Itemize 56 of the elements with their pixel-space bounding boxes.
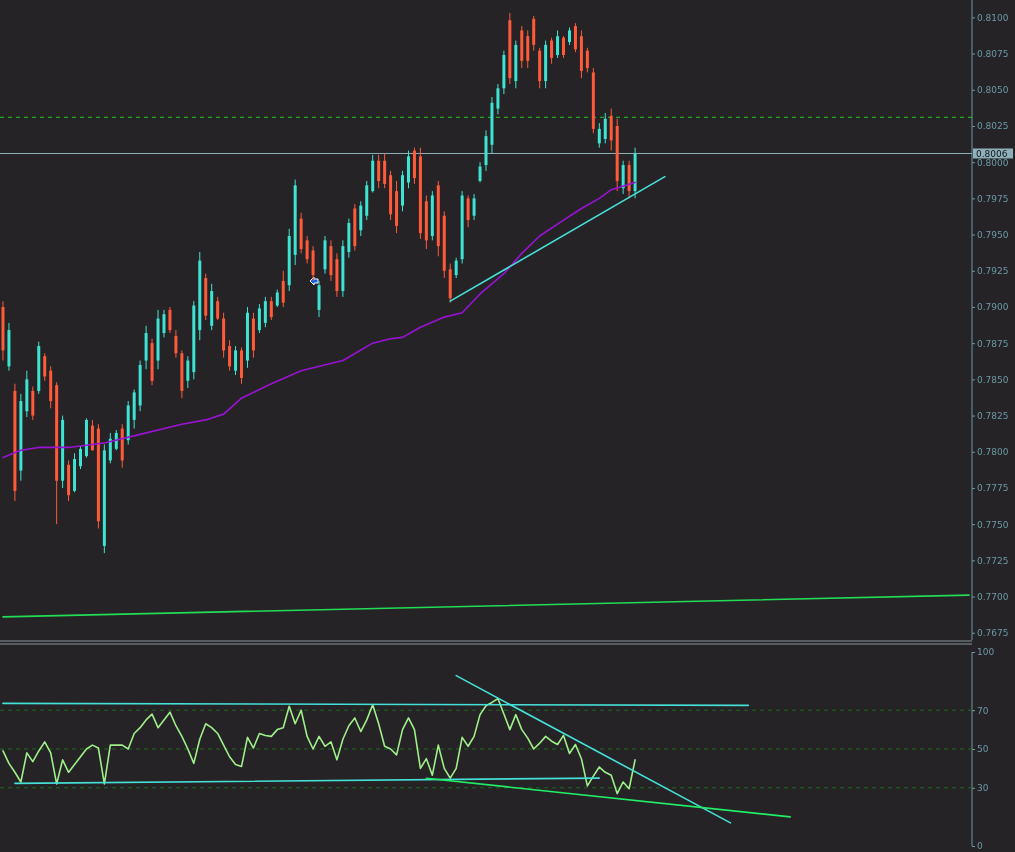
candlestick	[234, 345, 238, 376]
y-tick-label: 0.7825	[977, 410, 1009, 421]
y-tick-label: 0.7750	[977, 519, 1009, 530]
candlestick	[603, 112, 607, 144]
y-tick-label: 0	[977, 841, 983, 852]
candlestick	[186, 355, 190, 389]
y-tick-label: 0.7725	[977, 555, 1009, 566]
y-tick-label: 0.7675	[977, 628, 1009, 639]
candlestick	[556, 29, 560, 59]
y-tick-label: 0.7775	[977, 483, 1009, 494]
candlestick	[550, 37, 554, 65]
candlestick	[108, 432, 112, 464]
y-tick-label: 100	[977, 647, 995, 658]
candlestick	[162, 309, 166, 338]
candlestick	[305, 235, 309, 265]
ref-line-label: 0.8006	[976, 148, 1008, 159]
y-tick-label: 0.7925	[977, 266, 1009, 277]
candlestick	[454, 257, 458, 279]
y-tick-label: 0.7800	[977, 447, 1009, 458]
y-tick-label: 0.8025	[977, 121, 1009, 132]
candlestick	[257, 303, 261, 334]
candlestick	[114, 429, 118, 451]
candlestick	[168, 306, 172, 334]
candlestick	[562, 35, 566, 59]
candlestick	[269, 296, 273, 321]
y-tick-label: 0.7875	[977, 338, 1009, 349]
candlestick	[263, 296, 267, 328]
line-series	[2, 697, 636, 795]
candlestick	[496, 83, 500, 115]
candlestick	[43, 352, 47, 382]
candlestick	[573, 22, 577, 53]
candlestick	[174, 329, 178, 359]
y-tick-label: 0.7900	[977, 302, 1009, 313]
y-tick-label: 70	[977, 705, 989, 716]
y-tick-label: 0.7975	[977, 193, 1009, 204]
candlestick	[585, 47, 589, 73]
candlestick	[466, 194, 470, 228]
y-tick-label: 0.8000	[977, 157, 1009, 168]
candlestick	[377, 154, 381, 189]
candlestick	[216, 296, 220, 321]
candlestick	[478, 161, 482, 183]
y-tick-label: 0.8100	[977, 12, 1009, 23]
candlestick	[228, 339, 232, 372]
candlestick	[281, 270, 285, 308]
y-tick-label: 50	[977, 744, 989, 755]
y-tick-label: 0.7950	[977, 229, 1009, 240]
candlestick	[383, 152, 387, 189]
candlestick	[597, 122, 601, 149]
y-tick-label: 0.8075	[977, 48, 1009, 59]
candlestick	[621, 160, 625, 195]
y-tick-label: 0.7700	[977, 591, 1009, 602]
candlestick	[472, 193, 476, 221]
candlestick	[79, 445, 82, 470]
y-tick-label: 0.8050	[977, 85, 1009, 96]
y-tick-label: 30	[977, 783, 989, 794]
y-tick-label: 0.7850	[977, 374, 1009, 385]
